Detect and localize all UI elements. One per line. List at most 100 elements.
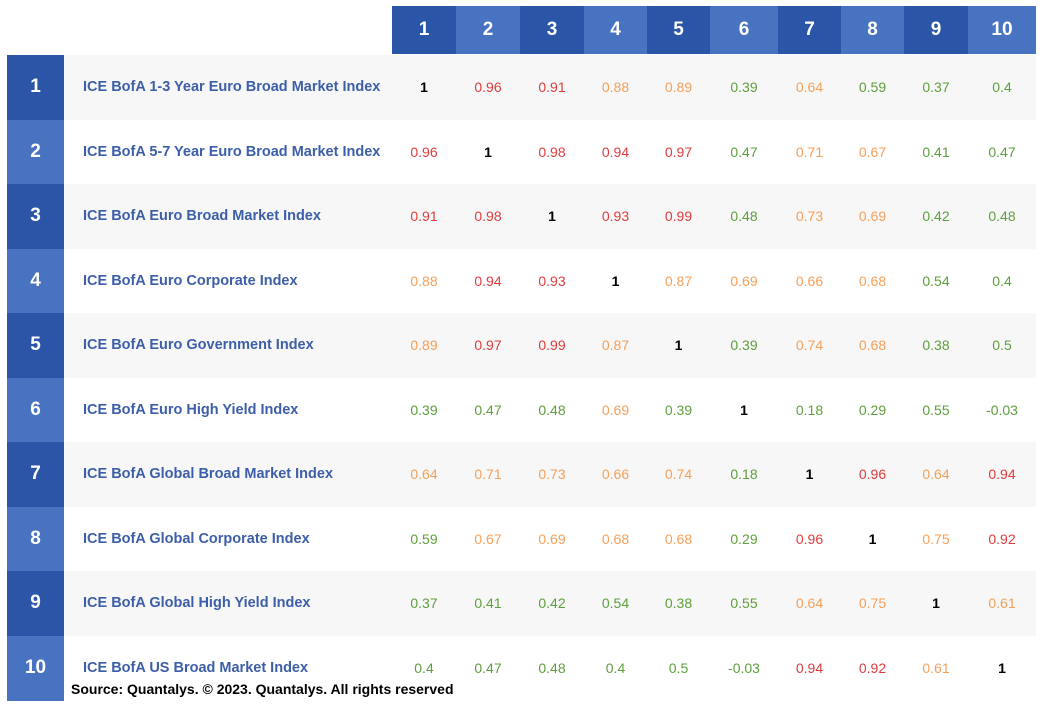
column-header: 6	[710, 6, 778, 54]
row-label: ICE BofA Euro Government Index	[83, 337, 314, 354]
matrix-cell: 0.68	[858, 272, 887, 289]
matrix-cell: 0.47	[474, 659, 502, 676]
matrix-cell: 0.37	[922, 79, 950, 96]
row-header: 5	[7, 313, 64, 378]
matrix-cell: 0.68	[858, 337, 887, 354]
matrix-cell: -0.03	[986, 401, 1018, 418]
matrix-cell: 0.4	[605, 659, 626, 676]
row-band	[64, 313, 1036, 378]
matrix-cell: 0.66	[601, 466, 630, 483]
matrix-cell: 0.93	[538, 272, 566, 289]
matrix-cell: 0.96	[474, 79, 502, 96]
matrix-cell: 0.75	[858, 595, 887, 612]
matrix-cell: 0.99	[538, 337, 566, 354]
row-header: 7	[7, 442, 64, 507]
matrix-cell: 0.92	[858, 659, 887, 676]
matrix-cell: 0.47	[474, 401, 502, 418]
row-header: 9	[7, 571, 64, 636]
matrix-cell: 0.67	[858, 143, 887, 160]
matrix-cell: 0.48	[988, 208, 1016, 225]
matrix-cell: 0.5	[992, 337, 1012, 354]
matrix-cell: 0.64	[922, 466, 950, 483]
matrix-cell: 0.68	[601, 530, 630, 547]
row-band	[64, 184, 1036, 249]
matrix-cell: 0.74	[664, 466, 693, 483]
matrix-cell: 0.92	[988, 530, 1016, 547]
matrix-cell: 0.38	[664, 595, 693, 612]
matrix-cell: 0.59	[858, 79, 887, 96]
matrix-cell: 0.61	[988, 595, 1016, 612]
row-label: ICE BofA 5-7 Year Euro Broad Market Inde…	[83, 143, 381, 160]
row-header: 1	[7, 55, 64, 120]
matrix-cell: 0.91	[410, 208, 438, 225]
row-band	[64, 377, 1036, 442]
column-header: 5	[647, 6, 710, 54]
row-band	[64, 635, 1036, 701]
matrix-cell: 0.94	[795, 659, 824, 676]
matrix-cell: 0.42	[922, 208, 950, 225]
matrix-cell: 0.69	[538, 530, 566, 547]
matrix-cell: 0.96	[410, 143, 438, 160]
matrix-cell: 0.64	[410, 466, 438, 483]
matrix-cell: 1	[484, 143, 492, 160]
row-header: 10	[7, 635, 64, 701]
matrix-cell: 0.87	[601, 337, 630, 354]
matrix-cell: 0.37	[410, 595, 438, 612]
matrix-cell: 0.97	[664, 143, 693, 160]
matrix-cell: 0.69	[730, 272, 758, 289]
matrix-cell: 1	[674, 337, 683, 354]
matrix-cell: 0.66	[795, 272, 824, 289]
matrix-cell: 0.42	[538, 595, 566, 612]
matrix-cell: 0.93	[601, 208, 630, 225]
matrix-cell: 0.29	[858, 401, 887, 418]
column-header: 8	[841, 6, 904, 54]
matrix-cell: 0.67	[474, 530, 502, 547]
matrix-cell: 0.55	[922, 401, 950, 418]
matrix-cell: 1	[998, 659, 1006, 676]
matrix-cell: 1	[611, 272, 620, 289]
matrix-cell: 0.71	[795, 143, 824, 160]
row-band	[64, 506, 1036, 571]
matrix-cell: 0.47	[988, 143, 1016, 160]
matrix-cell: 0.5	[668, 659, 689, 676]
matrix-cell: 0.89	[410, 337, 438, 354]
matrix-cell: 0.94	[474, 272, 502, 289]
row-header: 4	[7, 248, 64, 313]
matrix-cell: 0.38	[922, 337, 950, 354]
matrix-cell: 0.39	[730, 79, 758, 96]
row-header: 3	[7, 184, 64, 249]
matrix-cell: 0.39	[664, 401, 693, 418]
matrix-cell: 0.39	[730, 337, 758, 354]
row-label: ICE BofA Euro Corporate Index	[83, 272, 298, 289]
matrix-cell: -0.03	[728, 659, 760, 676]
matrix-cell: 0.94	[601, 143, 630, 160]
row-label: ICE BofA Global Corporate Index	[83, 530, 310, 547]
row-header: 6	[7, 377, 64, 442]
matrix-cell: 0.48	[538, 659, 566, 676]
row-band	[64, 571, 1036, 636]
matrix-cell: 1	[932, 595, 940, 612]
matrix-cell: 0.96	[795, 530, 824, 547]
matrix-cell: 0.98	[538, 143, 566, 160]
row-band	[64, 55, 1036, 120]
column-header: 2	[456, 6, 520, 54]
source-note: Source: Quantalys. © 2023. Quantalys. Al…	[71, 681, 454, 697]
column-header: 4	[584, 6, 647, 54]
matrix-cell: 0.4	[992, 272, 1012, 289]
row-label: ICE BofA US Broad Market Index	[83, 659, 309, 676]
matrix-cell: 0.73	[538, 466, 566, 483]
matrix-cell: 0.18	[795, 401, 824, 418]
matrix-cell: 0.29	[730, 530, 758, 547]
matrix-cell: 0.75	[922, 530, 950, 547]
column-header: 9	[904, 6, 968, 54]
matrix-cell: 0.99	[664, 208, 693, 225]
row-band	[64, 442, 1036, 507]
matrix-cell: 0.4	[414, 659, 434, 676]
matrix-cell: 0.48	[730, 208, 758, 225]
row-label: ICE BofA Global High Yield Index	[83, 595, 311, 612]
matrix-cell: 0.88	[410, 272, 438, 289]
matrix-cell: 0.88	[601, 79, 630, 96]
column-header: 1	[392, 6, 456, 54]
matrix-cell: 0.73	[795, 208, 824, 225]
matrix-cell: 0.74	[795, 337, 824, 354]
